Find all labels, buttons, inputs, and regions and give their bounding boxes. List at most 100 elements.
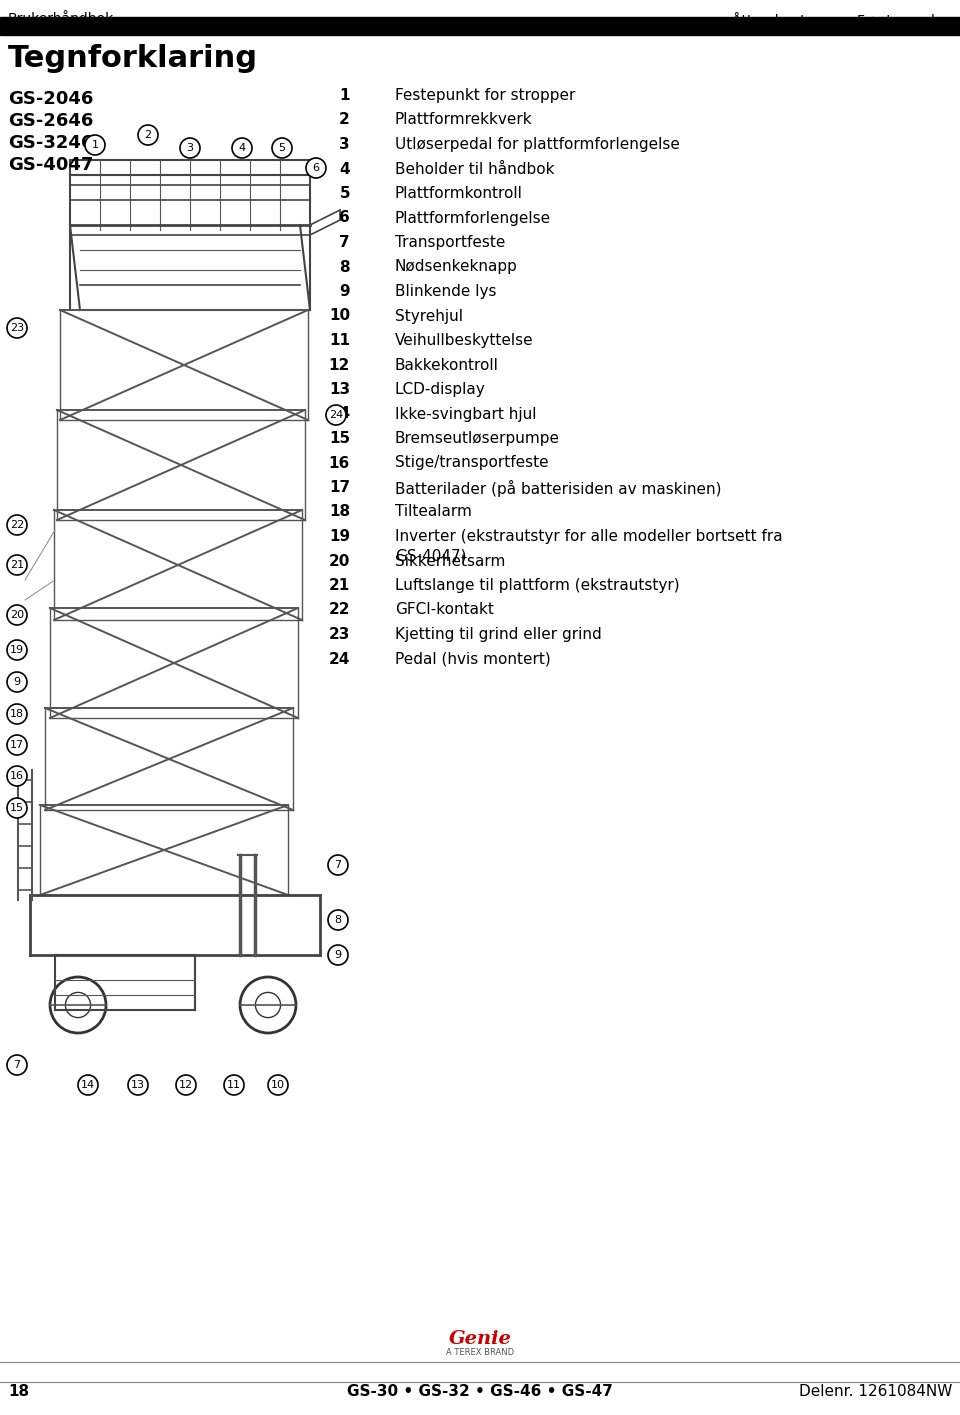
Text: GS-4047: GS-4047 [8, 156, 93, 174]
Circle shape [180, 139, 200, 158]
Circle shape [7, 734, 27, 756]
Circle shape [138, 125, 158, 144]
Text: Bakkekontroll: Bakkekontroll [395, 358, 499, 372]
Text: Beholder til håndbok: Beholder til håndbok [395, 161, 555, 177]
Text: 17: 17 [10, 740, 24, 750]
Text: 10: 10 [329, 308, 350, 324]
Text: 20: 20 [328, 553, 350, 569]
Text: Inverter (ekstrautstyr for alle modeller bortsett fra
GS-4047): Inverter (ekstrautstyr for alle modeller… [395, 529, 782, 563]
Text: Delenr. 1261084NW: Delenr. 1261084NW [799, 1384, 952, 1399]
Circle shape [306, 158, 326, 178]
Text: 1: 1 [340, 88, 350, 103]
Bar [0, 17, 960, 35]
Text: 5: 5 [340, 185, 350, 201]
Text: 10: 10 [271, 1080, 285, 1090]
Text: Blinkende lys: Blinkende lys [395, 284, 496, 299]
Text: 22: 22 [328, 603, 350, 617]
Text: 11: 11 [329, 333, 350, 348]
Text: 14: 14 [81, 1080, 95, 1090]
Text: Tiltealarm: Tiltealarm [395, 505, 472, 519]
Circle shape [328, 910, 348, 930]
Circle shape [328, 855, 348, 874]
Text: 4: 4 [340, 161, 350, 177]
Text: Brukerhåndbok: Brukerhåndbok [8, 11, 114, 25]
Text: 14: 14 [329, 406, 350, 422]
Text: 13: 13 [131, 1080, 145, 1090]
Text: 9: 9 [334, 949, 342, 959]
Circle shape [78, 1075, 98, 1095]
Circle shape [232, 139, 252, 158]
Text: 9: 9 [13, 676, 20, 688]
Text: 17: 17 [329, 480, 350, 495]
Text: GS-30 • GS-32 • GS-46 • GS-47: GS-30 • GS-32 • GS-46 • GS-47 [348, 1384, 612, 1399]
Text: 23: 23 [10, 323, 24, 333]
Text: Åttende utgave • Første opplag: Åttende utgave • Første opplag [732, 11, 952, 28]
Text: Nødsenkeknapp: Nødsenkeknapp [395, 259, 517, 275]
Text: Sikkerhetsarm: Sikkerhetsarm [395, 553, 505, 569]
Text: GFCI-kontakt: GFCI-kontakt [395, 603, 493, 617]
Text: 12: 12 [179, 1080, 193, 1090]
Text: Ikke-svingbart hjul: Ikke-svingbart hjul [395, 406, 537, 422]
Text: 8: 8 [340, 259, 350, 275]
Text: Utløserpedal for plattformforlengelse: Utløserpedal for plattformforlengelse [395, 137, 680, 151]
Text: Bremseutløserpumpe: Bremseutløserpumpe [395, 432, 560, 446]
Text: Plattformkontroll: Plattformkontroll [395, 185, 523, 201]
Text: 20: 20 [10, 610, 24, 620]
Circle shape [128, 1075, 148, 1095]
Circle shape [7, 606, 27, 625]
Circle shape [272, 139, 292, 158]
Text: 16: 16 [10, 771, 24, 781]
Text: 4: 4 [238, 143, 246, 153]
Text: 19: 19 [329, 529, 350, 543]
Text: 21: 21 [328, 577, 350, 593]
Circle shape [7, 515, 27, 535]
Text: 15: 15 [10, 802, 24, 814]
Text: 23: 23 [328, 627, 350, 642]
Text: 2: 2 [339, 113, 350, 127]
Text: Genie: Genie [448, 1330, 512, 1348]
Text: 7: 7 [13, 1060, 20, 1070]
Text: Festepunkt for stropper: Festepunkt for stropper [395, 88, 575, 103]
Text: 13: 13 [329, 382, 350, 398]
Text: 24: 24 [328, 651, 350, 666]
Text: A TEREX BRAND: A TEREX BRAND [446, 1348, 514, 1357]
Text: Styrehjul: Styrehjul [395, 308, 463, 324]
Text: 2: 2 [144, 130, 152, 140]
Circle shape [224, 1075, 244, 1095]
Text: GS-3246: GS-3246 [8, 134, 93, 151]
Text: 3: 3 [186, 143, 194, 153]
Text: Kjetting til grind eller grind: Kjetting til grind eller grind [395, 627, 602, 642]
Text: Luftslange til plattform (ekstrautstyr): Luftslange til plattform (ekstrautstyr) [395, 577, 680, 593]
Text: 6: 6 [339, 211, 350, 225]
Circle shape [328, 945, 348, 965]
Text: 3: 3 [340, 137, 350, 151]
Circle shape [7, 1056, 27, 1075]
Circle shape [326, 405, 346, 424]
Text: 11: 11 [227, 1080, 241, 1090]
Text: Tegnforklaring: Tegnforklaring [8, 44, 258, 74]
Text: GS-2046: GS-2046 [8, 91, 93, 108]
Text: 5: 5 [278, 143, 285, 153]
Text: 18: 18 [10, 709, 24, 719]
Circle shape [7, 705, 27, 724]
Text: 22: 22 [10, 519, 24, 531]
Text: 6: 6 [313, 163, 320, 173]
Text: 16: 16 [328, 456, 350, 471]
Text: 1: 1 [91, 140, 99, 150]
Circle shape [85, 134, 105, 156]
Text: 24: 24 [329, 410, 343, 420]
Circle shape [7, 766, 27, 785]
Text: GS-2646: GS-2646 [8, 112, 93, 130]
Text: Batterilader (på batterisiden av maskinen): Batterilader (på batterisiden av maskine… [395, 480, 722, 497]
Circle shape [176, 1075, 196, 1095]
Circle shape [7, 640, 27, 659]
Circle shape [268, 1075, 288, 1095]
Text: 7: 7 [340, 235, 350, 250]
Text: 8: 8 [334, 916, 342, 925]
Text: Stige/transportfeste: Stige/transportfeste [395, 456, 548, 471]
Text: Plattformforlengelse: Plattformforlengelse [395, 211, 551, 225]
Text: 18: 18 [8, 1384, 29, 1399]
Circle shape [7, 555, 27, 574]
Text: 18: 18 [329, 505, 350, 519]
Text: Plattformrekkverk: Plattformrekkverk [395, 113, 533, 127]
